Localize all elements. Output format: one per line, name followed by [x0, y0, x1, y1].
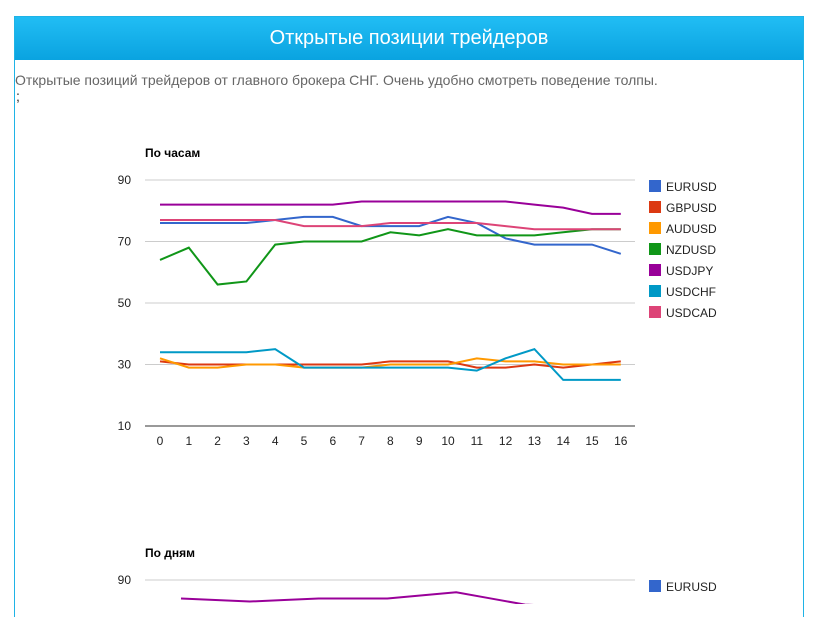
- y-tick-label: 70: [118, 235, 132, 249]
- x-tick-label: 7: [358, 434, 365, 448]
- x-tick-label: 1: [185, 434, 192, 448]
- legend-label-gbpusd: GBPUSD: [666, 201, 717, 215]
- series-line-usdcad: [160, 218, 621, 231]
- legend-label-eurusd: EURUSD: [666, 180, 717, 194]
- y-tick-label: 30: [118, 358, 132, 372]
- legend-label-nzdusd: NZDUSD: [666, 243, 716, 257]
- legend-label-usdcad: USDCAD: [666, 306, 717, 320]
- series-line-usdjpy: [180, 591, 534, 604]
- legend-swatch-audusd: [649, 222, 661, 234]
- legend-swatch-gbpusd: [649, 201, 661, 213]
- series-line-nzdusd: [159, 228, 621, 286]
- x-tick-label: 9: [416, 434, 423, 448]
- x-tick-label: 16: [614, 434, 628, 448]
- chart-title-1: По дням: [145, 546, 195, 560]
- positions-panel: Открытые позиции трейдеров Открытые пози…: [14, 16, 804, 617]
- legend-swatch-nzdusd: [649, 243, 661, 255]
- legend-swatch-usdchf: [649, 285, 661, 297]
- x-tick-label: 4: [272, 434, 279, 448]
- x-tick-label: 14: [557, 434, 571, 448]
- y-tick-label: 90: [118, 573, 132, 587]
- panel-title: Открытые позиции трейдеров: [15, 17, 803, 60]
- legend-swatch-usdcad: [649, 306, 661, 318]
- series-line-usdjpy: [160, 200, 621, 215]
- x-tick-label: 2: [214, 434, 221, 448]
- series-line-usdchf: [160, 347, 621, 381]
- series-line-eurusd: [160, 215, 622, 255]
- x-tick-label: 8: [387, 434, 394, 448]
- series-line-gbpusd: [159, 360, 621, 369]
- x-tick-label: 6: [329, 434, 336, 448]
- chart-title-0: По часам: [145, 146, 200, 160]
- x-tick-label: 0: [157, 434, 164, 448]
- legend-swatch-eurusd: [649, 580, 661, 592]
- legend-label-eurusd: EURUSD: [666, 580, 717, 594]
- series-line-audusd: [159, 357, 621, 369]
- legend-label-usdjpy: USDJPY: [666, 264, 713, 278]
- y-tick-label: 90: [118, 173, 132, 187]
- x-tick-label: 5: [301, 434, 308, 448]
- x-tick-label: 15: [585, 434, 599, 448]
- x-tick-label: 10: [441, 434, 455, 448]
- legend-swatch-usdjpy: [649, 264, 661, 276]
- x-tick-label: 3: [243, 434, 250, 448]
- x-tick-label: 11: [471, 434, 484, 448]
- y-tick-label: 10: [118, 419, 132, 433]
- y-tick-label: 50: [118, 296, 132, 310]
- stray-text: ;: [16, 88, 20, 104]
- legend-swatch-eurusd: [649, 180, 661, 192]
- x-tick-label: 12: [499, 434, 513, 448]
- x-tick-label: 13: [528, 434, 542, 448]
- description-text: Открытые позиций трейдеров от главного б…: [15, 72, 658, 88]
- legend-label-audusd: AUDUSD: [666, 222, 717, 236]
- legend-label-usdchf: USDCHF: [666, 285, 716, 299]
